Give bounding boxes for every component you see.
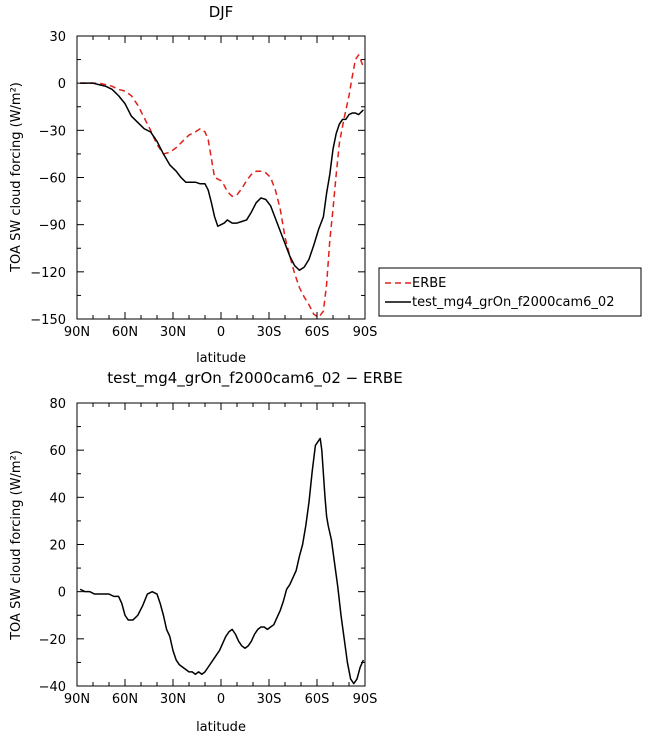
- bottom-chart-ytick-label: 40: [49, 491, 66, 506]
- top-chart-series-erbe-line: [80, 54, 365, 319]
- top-chart-ytick-label: −90: [39, 219, 66, 234]
- top-chart-ytick-label: 0: [58, 77, 66, 92]
- bottom-chart-ylabel: TOA SW cloud forcing (W/m²): [9, 450, 24, 641]
- bottom-chart-ytick-label: −40: [39, 680, 66, 695]
- top-chart-frame: [76, 35, 366, 320]
- bottom-chart-ytick-label: −20: [39, 633, 66, 648]
- top-chart-panel: DJF 90N 60N 30N 0 30S 60S 90S 30 0 −30 −60 −90 −120…: [9, 3, 642, 366]
- top-chart-xlabel: latitude: [196, 351, 246, 366]
- top-chart-series-test-mg4-gron-f2000cam6-02-line: [80, 82, 364, 272]
- top-chart-ylabel: TOA SW cloud forcing (W/m²): [9, 82, 24, 273]
- top-chart-plot-area: 90N 60N 30N 0 30S 60S 90S 30 0 −30 −60 −90 −120 −150: [30, 30, 377, 340]
- bottom-chart-title: test_mg4_grOn_f2000cam6_02 − ERBE: [107, 369, 402, 388]
- top-chart-xtick-label: 0: [217, 325, 225, 340]
- bottom-chart-ytick-label: 60: [49, 444, 66, 459]
- bottom-chart-ytick-label: 0: [58, 586, 66, 601]
- top-chart-xtick-label: 60N: [112, 325, 138, 340]
- bottom-chart-xtick-label: 60N: [112, 692, 138, 707]
- top-chart-title: DJF: [209, 3, 234, 21]
- bottom-chart-xlabel: latitude: [196, 720, 246, 735]
- top-chart-ytick-label: −60: [39, 172, 66, 187]
- top-chart-ytick-label: 30: [49, 30, 66, 45]
- legend-label-erbe: ERBE: [412, 276, 446, 291]
- top-chart-ytick-label: −30: [39, 124, 66, 139]
- top-chart-xtick-label: 30N: [160, 325, 186, 340]
- top-chart-xtick-label: 60S: [305, 325, 330, 340]
- top-chart-xtick-label: 90S: [353, 325, 378, 340]
- bottom-chart-xtick-label: 0: [217, 692, 225, 707]
- top-chart-ytick-label: −150: [30, 313, 66, 328]
- bottom-chart-xtick-label: 90N: [64, 692, 90, 707]
- legend-box: [378, 267, 642, 317]
- legend: ERBE test_mg4_grOn_f2000cam6_02: [378, 267, 642, 317]
- bottom-chart-ytick-label: 20: [49, 539, 66, 554]
- bottom-chart-xtick-label: 30S: [257, 692, 282, 707]
- bottom-chart-xtick-label: 60S: [305, 692, 330, 707]
- bottom-chart-xtick-label: 90S: [353, 692, 378, 707]
- top-chart-xtick-label: 90N: [64, 325, 90, 340]
- bottom-chart-series-difference-line: [79, 437, 365, 685]
- legend-label-model: test_mg4_grOn_f2000cam6_02: [412, 295, 614, 310]
- bottom-chart-plot-area: 90N 60N 30N 0 30S 60S 90S 80 60 40 20 0 −20 −40: [39, 397, 378, 707]
- bottom-chart-panel: test_mg4_grOn_f2000cam6_02 − ERBE 90N 60N…: [9, 369, 403, 735]
- top-chart-ytick-label: −120: [30, 266, 66, 281]
- bottom-chart-xtick-label: 30N: [160, 692, 186, 707]
- top-chart-xtick-label: 30S: [257, 325, 282, 340]
- bottom-chart-ytick-label: 80: [49, 397, 66, 412]
